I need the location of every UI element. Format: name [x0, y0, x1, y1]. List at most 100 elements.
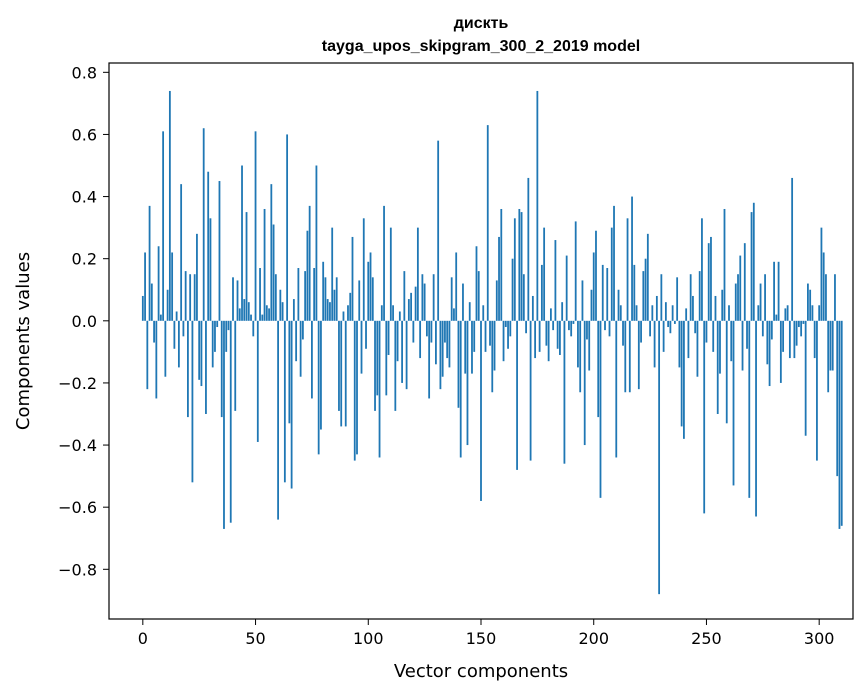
- bar-99: [365, 320, 367, 349]
- bar-145: [468, 302, 471, 321]
- bar-173: [531, 295, 534, 321]
- bar-207: [608, 320, 611, 337]
- bar-69: [297, 268, 300, 321]
- bar-139: [455, 252, 458, 321]
- bar-301: [820, 227, 823, 321]
- bar-78: [317, 320, 320, 455]
- bar-10: [164, 320, 167, 377]
- bar-155: [491, 320, 494, 393]
- bar-273: [757, 305, 760, 321]
- bar-104: [376, 320, 379, 396]
- bar-308: [836, 320, 839, 477]
- bar-27: [202, 128, 205, 321]
- bar-0: [141, 295, 144, 321]
- bar-266: [741, 320, 744, 371]
- bar-70: [299, 320, 302, 377]
- bar-84: [331, 227, 334, 321]
- bar-130: [435, 320, 437, 365]
- x-tick-label: 150: [466, 629, 497, 648]
- bar-97: [360, 320, 363, 374]
- bar-57: [270, 184, 273, 321]
- bar-67: [292, 299, 295, 321]
- bar-80: [322, 261, 325, 321]
- bar-42: [236, 280, 239, 321]
- x-axis-label: Vector components: [394, 661, 568, 682]
- bar-226: [651, 305, 654, 321]
- bar-72: [304, 271, 307, 321]
- bar-251: [707, 243, 710, 321]
- bar-149: [477, 271, 480, 321]
- bar-183: [554, 240, 557, 321]
- bar-280: [773, 261, 775, 321]
- bar-250: [705, 320, 708, 343]
- bar-148: [475, 246, 478, 321]
- bar-272: [755, 320, 757, 517]
- bar-174: [534, 320, 537, 359]
- bar-180: [547, 320, 550, 362]
- bar-231: [662, 320, 665, 352]
- bar-213: [622, 320, 624, 346]
- bar-25: [198, 320, 201, 380]
- bar-201: [595, 230, 597, 321]
- bar-144: [466, 320, 469, 446]
- bar-236: [673, 320, 676, 324]
- bar-120: [412, 320, 415, 343]
- bar-83: [329, 302, 331, 321]
- bar-74: [308, 205, 311, 321]
- bar-242: [687, 320, 690, 359]
- bar-86: [335, 277, 338, 321]
- bar-200: [592, 252, 595, 321]
- bar-52: [259, 268, 261, 321]
- x-tick-label: 200: [578, 629, 609, 648]
- bar-26: [200, 320, 203, 387]
- bar-18: [182, 320, 185, 337]
- bar-284: [782, 320, 785, 352]
- bar-246: [696, 320, 699, 377]
- bar-241: [685, 308, 688, 321]
- bar-194: [579, 320, 582, 393]
- bar-81: [324, 277, 327, 321]
- bar-286: [786, 305, 789, 321]
- bar-15: [175, 311, 178, 321]
- bar-89: [342, 311, 345, 321]
- bar-2: [146, 320, 149, 390]
- bar-189: [568, 320, 570, 331]
- bar-245: [694, 320, 697, 334]
- bar-105: [378, 320, 381, 458]
- bar-73: [306, 230, 309, 321]
- bar-37: [225, 320, 228, 352]
- bar-262: [732, 320, 735, 486]
- bar-127: [428, 320, 431, 399]
- bar-106: [380, 305, 383, 321]
- bar-154: [489, 320, 491, 346]
- bar-138: [453, 308, 455, 321]
- bar-31: [211, 320, 214, 368]
- bar-271: [752, 202, 755, 321]
- y-tick-label: 0.0: [72, 312, 97, 331]
- bar-150: [480, 320, 482, 501]
- bar-126: [425, 320, 428, 337]
- bar-77: [315, 165, 318, 321]
- x-tick-label: 100: [353, 629, 384, 648]
- y-tick-label: 0.2: [72, 250, 97, 269]
- bar-111: [392, 305, 394, 321]
- bar-240: [683, 320, 685, 439]
- bar-232: [664, 302, 667, 321]
- bar-55: [265, 305, 268, 321]
- bar-76: [313, 268, 316, 321]
- bar-75: [311, 320, 313, 399]
- bar-24: [196, 233, 198, 321]
- bar-269: [748, 320, 751, 498]
- bar-253: [712, 320, 715, 352]
- bar-118: [407, 299, 410, 321]
- bar-175: [536, 90, 539, 321]
- bar-90: [344, 320, 347, 427]
- bar-156: [493, 320, 496, 371]
- y-tick-label: −0.4: [58, 436, 97, 455]
- bar-100: [367, 261, 370, 321]
- bar-60: [277, 320, 279, 520]
- bar-221: [640, 320, 642, 343]
- bar-277: [766, 320, 769, 365]
- bar-281: [775, 314, 778, 321]
- bar-278: [768, 320, 771, 387]
